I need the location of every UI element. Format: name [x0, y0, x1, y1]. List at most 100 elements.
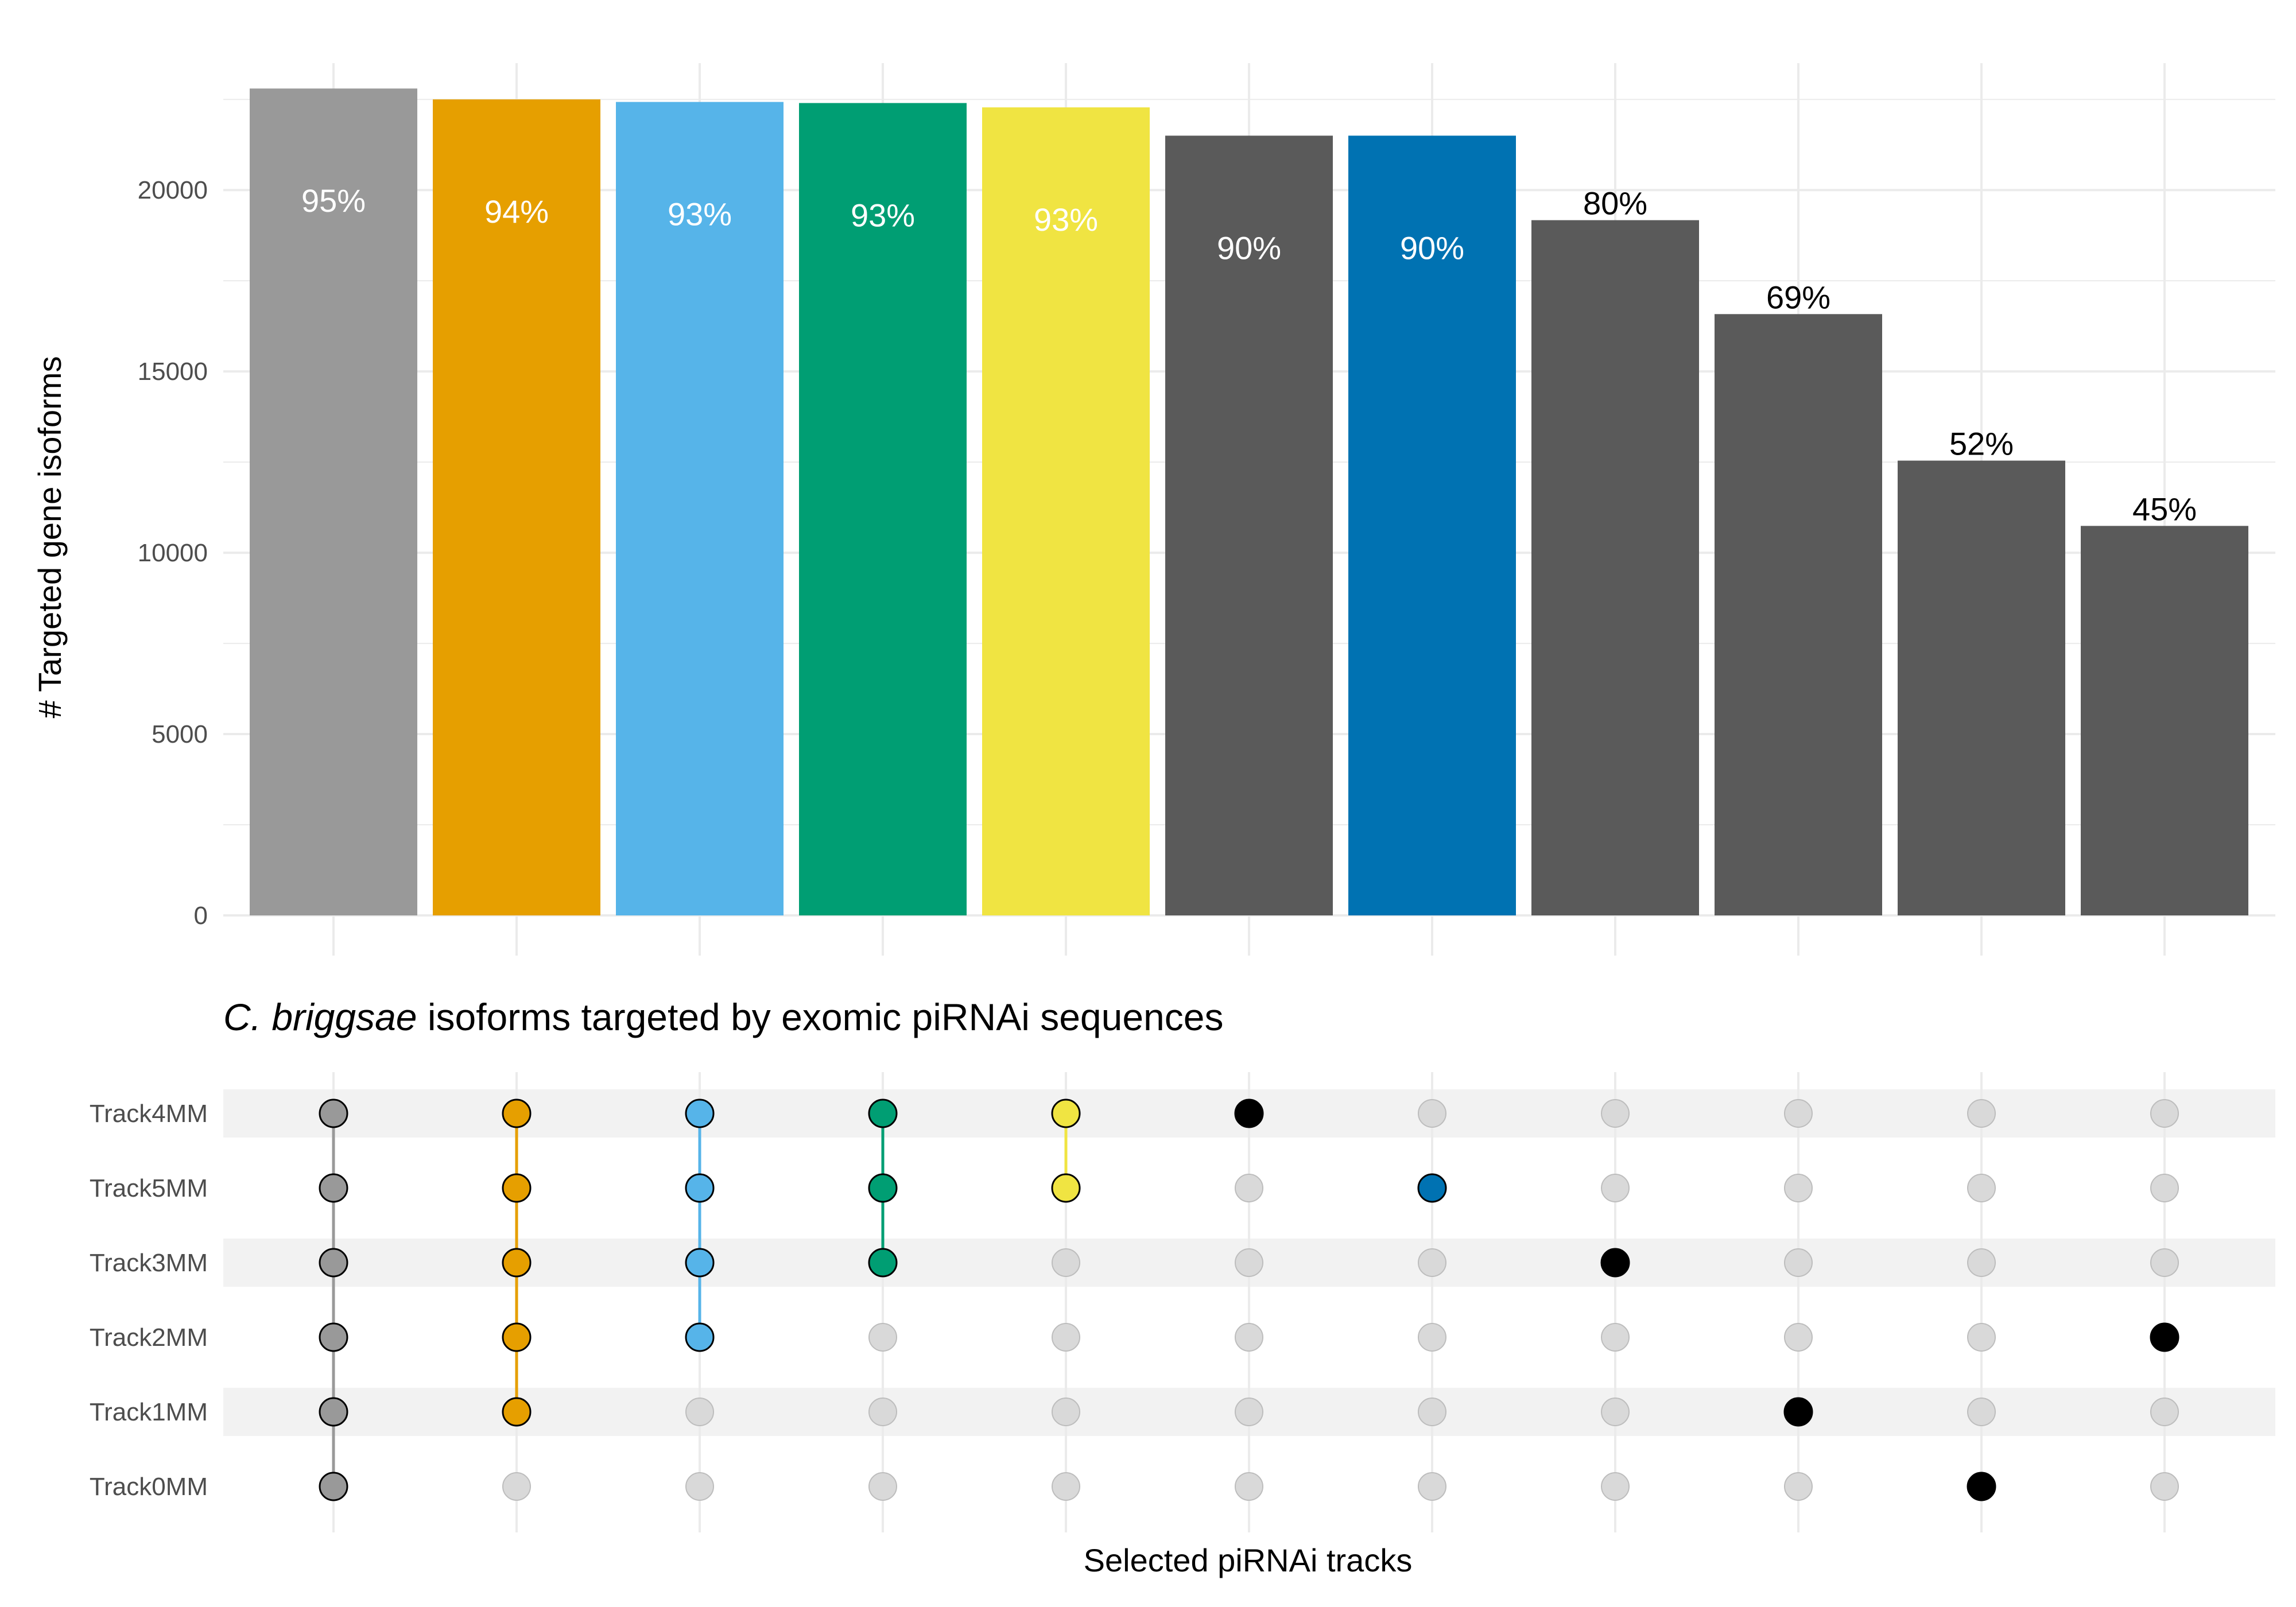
set-dot-inactive: [1784, 1472, 1813, 1501]
track-label: Track4MM: [90, 1100, 208, 1128]
set-dot-active: [502, 1248, 532, 1278]
set-dot-active: [502, 1098, 532, 1128]
set-dot-inactive: [868, 1323, 897, 1352]
y-axis-title: # Targeted gene isoforms: [32, 356, 68, 719]
set-dot-active: [1051, 1098, 1081, 1128]
set-dot-inactive: [1418, 1248, 1446, 1277]
set-dot-active: [685, 1322, 715, 1352]
set-dot-active: [685, 1098, 715, 1128]
y-tick-label: 0: [194, 902, 208, 930]
set-dot-inactive: [1052, 1472, 1080, 1501]
set-dot-inactive: [868, 1398, 897, 1426]
set-dot-inactive: [1418, 1099, 1446, 1128]
set-dot-inactive: [1601, 1472, 1630, 1501]
bar: [1531, 220, 1699, 915]
matrix-title-rest: isoforms targeted by exomic piRNAi seque…: [417, 996, 1224, 1038]
set-dot-inactive: [1418, 1472, 1446, 1501]
bar-value-label: 93%: [851, 197, 915, 234]
bar-value-label: 45%: [2132, 491, 2197, 527]
bar: [982, 107, 1150, 915]
set-dot-inactive: [1967, 1099, 1996, 1128]
x-axis-title: Selected piRNAi tracks: [1084, 1542, 1413, 1578]
bar: [1348, 135, 1516, 916]
set-dot-active: [1967, 1472, 1996, 1501]
bar-labels: 95% 94% 93% 93% 93% 90% 90% 80% 69% 52% 45%: [301, 183, 2197, 527]
set-dot-inactive: [1235, 1323, 1263, 1352]
bar: [433, 99, 600, 915]
set-dot-inactive: [1418, 1398, 1446, 1426]
set-dot-inactive: [1052, 1398, 1080, 1426]
set-dot-active: [685, 1248, 715, 1278]
bar: [1898, 460, 2065, 915]
set-dot-active: [868, 1173, 898, 1203]
set-dot-inactive: [1967, 1248, 1996, 1277]
bar-value-label: 90%: [1217, 230, 1281, 266]
set-dot-active: [319, 1248, 348, 1278]
bar: [1715, 314, 1882, 915]
set-dot-inactive: [1967, 1323, 1996, 1352]
set-dot-inactive: [1235, 1472, 1263, 1501]
track-label: Track0MM: [90, 1473, 208, 1501]
set-dot-inactive: [1784, 1323, 1813, 1352]
set-dot-inactive: [868, 1472, 897, 1501]
bar-value-label: 69%: [1766, 279, 1830, 315]
set-dot-inactive: [2150, 1398, 2179, 1426]
bar-value-label: 93%: [1034, 201, 1098, 238]
set-dot-active: [1600, 1248, 1630, 1278]
set-dot-inactive: [1052, 1248, 1080, 1277]
matrix-title-italic: C. briggsae: [223, 996, 417, 1038]
set-dot-active: [319, 1397, 348, 1427]
set-dot-inactive: [2150, 1472, 2179, 1501]
set-dot-inactive: [2150, 1248, 2179, 1277]
set-dot-inactive: [1235, 1174, 1263, 1202]
bar: [799, 103, 967, 916]
bar: [1165, 135, 1333, 916]
bar-value-label: 90%: [1400, 230, 1464, 266]
set-dot-active: [502, 1397, 532, 1427]
set-dot-inactive: [1601, 1323, 1630, 1352]
track-label: Track3MM: [90, 1249, 208, 1277]
set-dot-inactive: [1601, 1174, 1630, 1202]
y-tick-label: 15000: [138, 358, 208, 386]
set-dot-inactive: [1601, 1398, 1630, 1426]
set-dot-inactive: [2150, 1099, 2179, 1128]
matrix-grid: [332, 1072, 2166, 1532]
set-dot-active: [319, 1098, 348, 1128]
bar: [250, 88, 417, 916]
bar-value-label: 80%: [1583, 185, 1647, 222]
set-dot-inactive: [2150, 1174, 2179, 1202]
set-dot-inactive: [1601, 1099, 1630, 1128]
y-axis-ticks: 0 5000 10000 15000 20000: [138, 176, 208, 930]
set-dot-active: [868, 1098, 898, 1128]
bar-value-label: 52%: [1949, 426, 2014, 462]
set-dot-active: [319, 1173, 348, 1203]
track-label: Track5MM: [90, 1174, 208, 1202]
set-dot-inactive: [1967, 1174, 1996, 1202]
set-dot-active: [2150, 1322, 2179, 1352]
set-dot-active: [685, 1173, 715, 1203]
set-dot-active: [868, 1248, 898, 1278]
set-dot-inactive: [502, 1472, 531, 1501]
bar-value-label: 93%: [668, 196, 732, 232]
set-dot-active: [1234, 1098, 1264, 1128]
set-dot-inactive: [685, 1398, 714, 1426]
bar-value-label: 94%: [484, 193, 549, 230]
set-dot-active: [1783, 1397, 1813, 1427]
set-dot-active: [319, 1472, 348, 1501]
y-tick-label: 10000: [138, 539, 208, 567]
matrix-title: C. briggsae isoforms targeted by exomic …: [223, 996, 1223, 1038]
set-dot-inactive: [1235, 1248, 1263, 1277]
set-dot-inactive: [1235, 1398, 1263, 1426]
set-dot-inactive: [1784, 1248, 1813, 1277]
set-dot-active: [502, 1322, 532, 1352]
bar: [2081, 526, 2248, 915]
matrix-dots: [319, 1098, 2179, 1501]
set-dot-inactive: [1418, 1323, 1446, 1352]
set-dot-inactive: [685, 1472, 714, 1501]
set-dot-active: [319, 1322, 348, 1352]
bars: [250, 88, 2248, 916]
set-dot-active: [1051, 1173, 1081, 1203]
set-dot-inactive: [1784, 1174, 1813, 1202]
set-dot-active: [1417, 1173, 1447, 1203]
y-tick-label: 5000: [152, 720, 208, 748]
